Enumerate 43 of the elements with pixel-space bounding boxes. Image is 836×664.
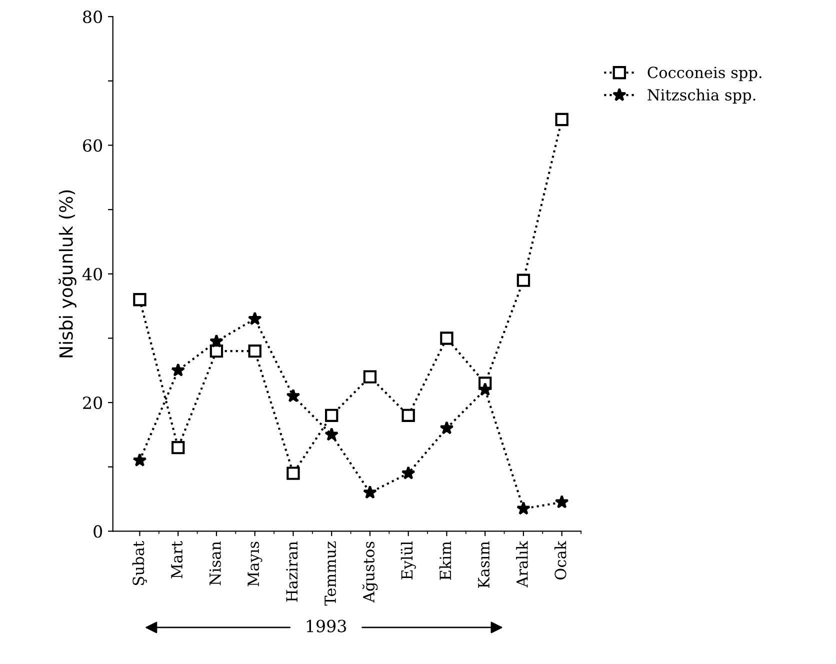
point (478, 382, 492, 396)
point (362, 485, 377, 499)
point (440, 332, 454, 345)
point (132, 453, 147, 467)
y-tick-label: 80 (83, 10, 102, 24)
point (286, 388, 300, 402)
x-tick-label: Haziran (286, 541, 298, 602)
x-tick-label: Ağustos (362, 542, 378, 603)
point (248, 312, 262, 326)
point (516, 501, 530, 515)
y-tick-label: 40 (82, 268, 102, 280)
point (555, 112, 568, 126)
legend-label: Cocconeis spp. (648, 66, 762, 82)
point (171, 440, 185, 454)
point (209, 334, 224, 348)
point (324, 408, 338, 422)
point (324, 427, 339, 441)
x-tick-label: Eylül (400, 541, 416, 580)
y-axis-title: Nisbi yoğunluk (%) (58, 190, 76, 358)
point (363, 370, 377, 384)
x-tick-label: Mart (171, 541, 183, 578)
text: 1993 (306, 620, 346, 632)
point (402, 408, 415, 422)
point (286, 466, 300, 480)
point (554, 494, 569, 508)
x-tick-label: Nisan (209, 541, 221, 586)
point (440, 420, 454, 434)
x-tick-label: Mayıs (248, 542, 262, 586)
y-tick-label: 60 (83, 139, 102, 152)
point (133, 293, 146, 306)
x-tick-label: Kasım (478, 541, 490, 588)
point (171, 363, 186, 376)
y-tick-label: 20 (83, 396, 102, 410)
x-tick-label: Ekim (439, 541, 451, 580)
x-tick-label: Aralık (516, 540, 528, 588)
point (401, 466, 416, 480)
y-tick-label: 0 (94, 525, 102, 538)
x-tick-label: Şubat (132, 541, 147, 585)
point (248, 344, 262, 358)
point (516, 274, 530, 287)
legend-label: Nitzschia spp. (648, 88, 756, 104)
x-tick-label: Temmuz (324, 541, 336, 606)
x-tick-label: Ocak (554, 540, 566, 580)
